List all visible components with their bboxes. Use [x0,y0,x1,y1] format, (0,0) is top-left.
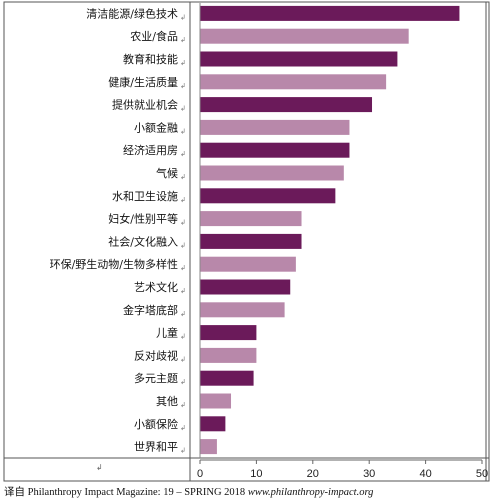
category-label: 教育和技能 [123,52,178,66]
category-label: 其他 [156,395,178,408]
cell-mark: ↲ [180,401,186,409]
cell-mark: ↲ [180,36,186,44]
category-label: 多元主题 [134,371,178,385]
category-label: 环保/野生动物/生物多样性 [50,257,178,271]
category-label: 小额金融 [134,120,178,134]
cell-mark: ↲ [96,463,103,472]
bar [200,325,257,341]
x-tick-label: 10 [250,468,262,480]
x-tick-label: 40 [419,468,431,480]
cell-mark: ↲ [180,82,186,90]
category-label: 金字塔底部 [123,303,178,317]
cell-mark: ↲ [180,196,186,204]
bar [200,347,257,363]
bar [200,439,217,455]
cell-mark: ↲ [180,59,186,67]
category-label: 世界和平 [134,441,178,454]
source-prefix: 译自 Philanthropy Impact Magazine: 19 – SP… [4,487,246,498]
cell-mark: ↲ [180,173,186,181]
x-tick-label: 50 [476,468,488,480]
cell-mark: ↲ [180,105,186,113]
bar [200,5,460,21]
cell-mark: ↲ [180,264,186,272]
category-label: 经济适用房 [123,143,178,157]
category-label: 社会/文化融入 [108,234,178,248]
category-label: 小额保险 [134,417,178,431]
cell-mark: ↲ [180,150,186,158]
bar [200,393,232,409]
cell-mark: ↲ [180,127,186,135]
bar [200,74,387,90]
bar [200,28,409,44]
bars [200,5,460,455]
bar [200,279,291,295]
category-label: 气候 [156,166,178,180]
category-label: 妇女/性别平等 [108,212,178,226]
cell-mark: ↲ [180,378,186,386]
x-tick-label: 30 [363,468,375,480]
category-label: 水和卫生设施 [112,189,178,203]
table-grid: ↲ [3,1,490,482]
cell-mark: ↲ [180,333,186,341]
category-label: 艺术文化 [134,280,178,294]
source-url: www.philanthropy-impact.org [247,487,374,498]
bar [200,302,285,318]
cell-mark: ↲ [180,424,186,432]
category-label: 提供就业机会 [112,98,178,112]
bar [200,165,344,181]
cell-mark: ↲ [180,355,186,363]
category-label: 清洁能源/绿色技术 [86,6,178,20]
category-label: 健康/生活质量 [108,75,178,89]
cell-mark: ↲ [180,13,186,21]
cell-mark: ↲ [180,447,186,455]
bar [200,51,398,67]
bar [200,119,350,135]
x-tick-label: 20 [307,468,319,480]
outer-border [3,1,490,482]
category-labels: 清洁能源/绿色技术 ↲农业/食品 ↲教育和技能 ↲健康/生活质量 ↲提供就业机会 ↲小额金… [50,6,186,454]
cell-mark: ↲ [180,287,186,295]
category-label: 农业/食品 [130,29,178,43]
bar [200,233,302,249]
x-axis: 0 10 20 30 40 50 [197,3,488,480]
cell-mark: ↲ [180,310,186,318]
x-tick-label: 0 [197,468,203,480]
bar [200,97,373,113]
bar [200,370,254,386]
bar [200,188,336,204]
cell-mark: ↲ [180,219,186,227]
category-label: 儿童 [156,326,178,340]
cell-mark: ↲ [180,241,186,249]
bar [200,256,296,272]
bar [200,416,226,432]
bar [200,142,350,158]
category-label: 反对歧视 [134,348,178,362]
bar [200,211,302,227]
source-note: 译自 Philanthropy Impact Magazine: 19 – SP… [4,484,492,499]
